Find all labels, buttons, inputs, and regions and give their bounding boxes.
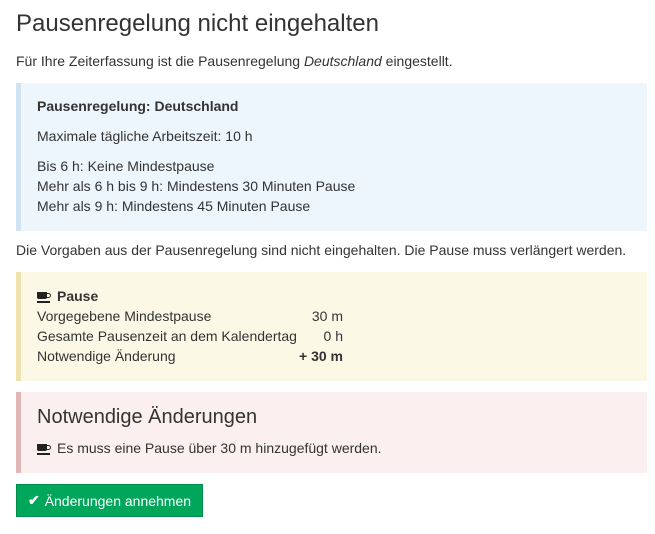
violation-note: Die Vorgaben aus der Pausenregelung sind… xyxy=(16,242,627,258)
row-label: Gesamte Pausenzeit an dem Kalendertag xyxy=(37,328,297,344)
intro-text: Für Ihre Zeiterfassung ist die Pausenreg… xyxy=(16,53,453,69)
pause-heading: Pause xyxy=(37,288,98,304)
pause-row: Notwendige Änderung + 30 m xyxy=(37,348,343,364)
row-value: 0 h xyxy=(323,328,343,344)
check-icon: ✔ xyxy=(27,492,40,508)
row-label: Vorgegebene Mindestpause xyxy=(37,308,212,324)
change-item: Es muss eine Pause über 30 m hinzugefügt… xyxy=(37,440,382,456)
page-title: Pausenregelung nicht eingehalten xyxy=(16,10,379,37)
row-value: + 30 m xyxy=(299,348,343,364)
intro-region: Deutschland xyxy=(303,53,382,69)
changes-heading: Notwendige Änderungen xyxy=(37,406,258,428)
pause-row: Vorgegebene Mindestpause 30 m xyxy=(37,308,343,324)
coffee-icon xyxy=(37,444,51,455)
row-value: 30 m xyxy=(311,308,343,324)
rule-item: Mehr als 9 h: Mindestens 45 Minuten Paus… xyxy=(37,198,311,214)
row-label: Notwendige Änderung xyxy=(37,348,176,364)
change-item-text: Es muss eine Pause über 30 m hinzugefügt… xyxy=(57,440,382,456)
pause-row: Gesamte Pausenzeit an dem Kalendertag 0 h xyxy=(37,328,343,344)
max-time: Maximale tägliche Arbeitszeit: 10 h xyxy=(37,128,253,144)
rule-item: Mehr als 6 h bis 9 h: Mindestens 30 Minu… xyxy=(37,178,356,194)
intro-after: eingestellt. xyxy=(381,53,453,69)
changes-box: Notwendige Änderungen Es muss eine Pause… xyxy=(16,392,647,473)
rule-info-box: Pausenregelung: Deutschland Maximale täg… xyxy=(16,83,647,231)
rule-item: Bis 6 h: Keine Mindestpause xyxy=(37,158,215,174)
pause-heading-text: Pause xyxy=(57,288,99,304)
accept-changes-button[interactable]: ✔ Änderungen annehmen xyxy=(16,484,203,517)
coffee-icon xyxy=(37,292,51,303)
rule-heading: Pausenregelung: Deutschland xyxy=(37,98,239,114)
pause-box: Pause Vorgegebene Mindestpause 30 m Gesam… xyxy=(16,272,647,381)
accept-label: Änderungen annehmen xyxy=(44,492,192,509)
intro-before: Für Ihre Zeiterfassung ist die Pausenreg… xyxy=(16,53,304,69)
